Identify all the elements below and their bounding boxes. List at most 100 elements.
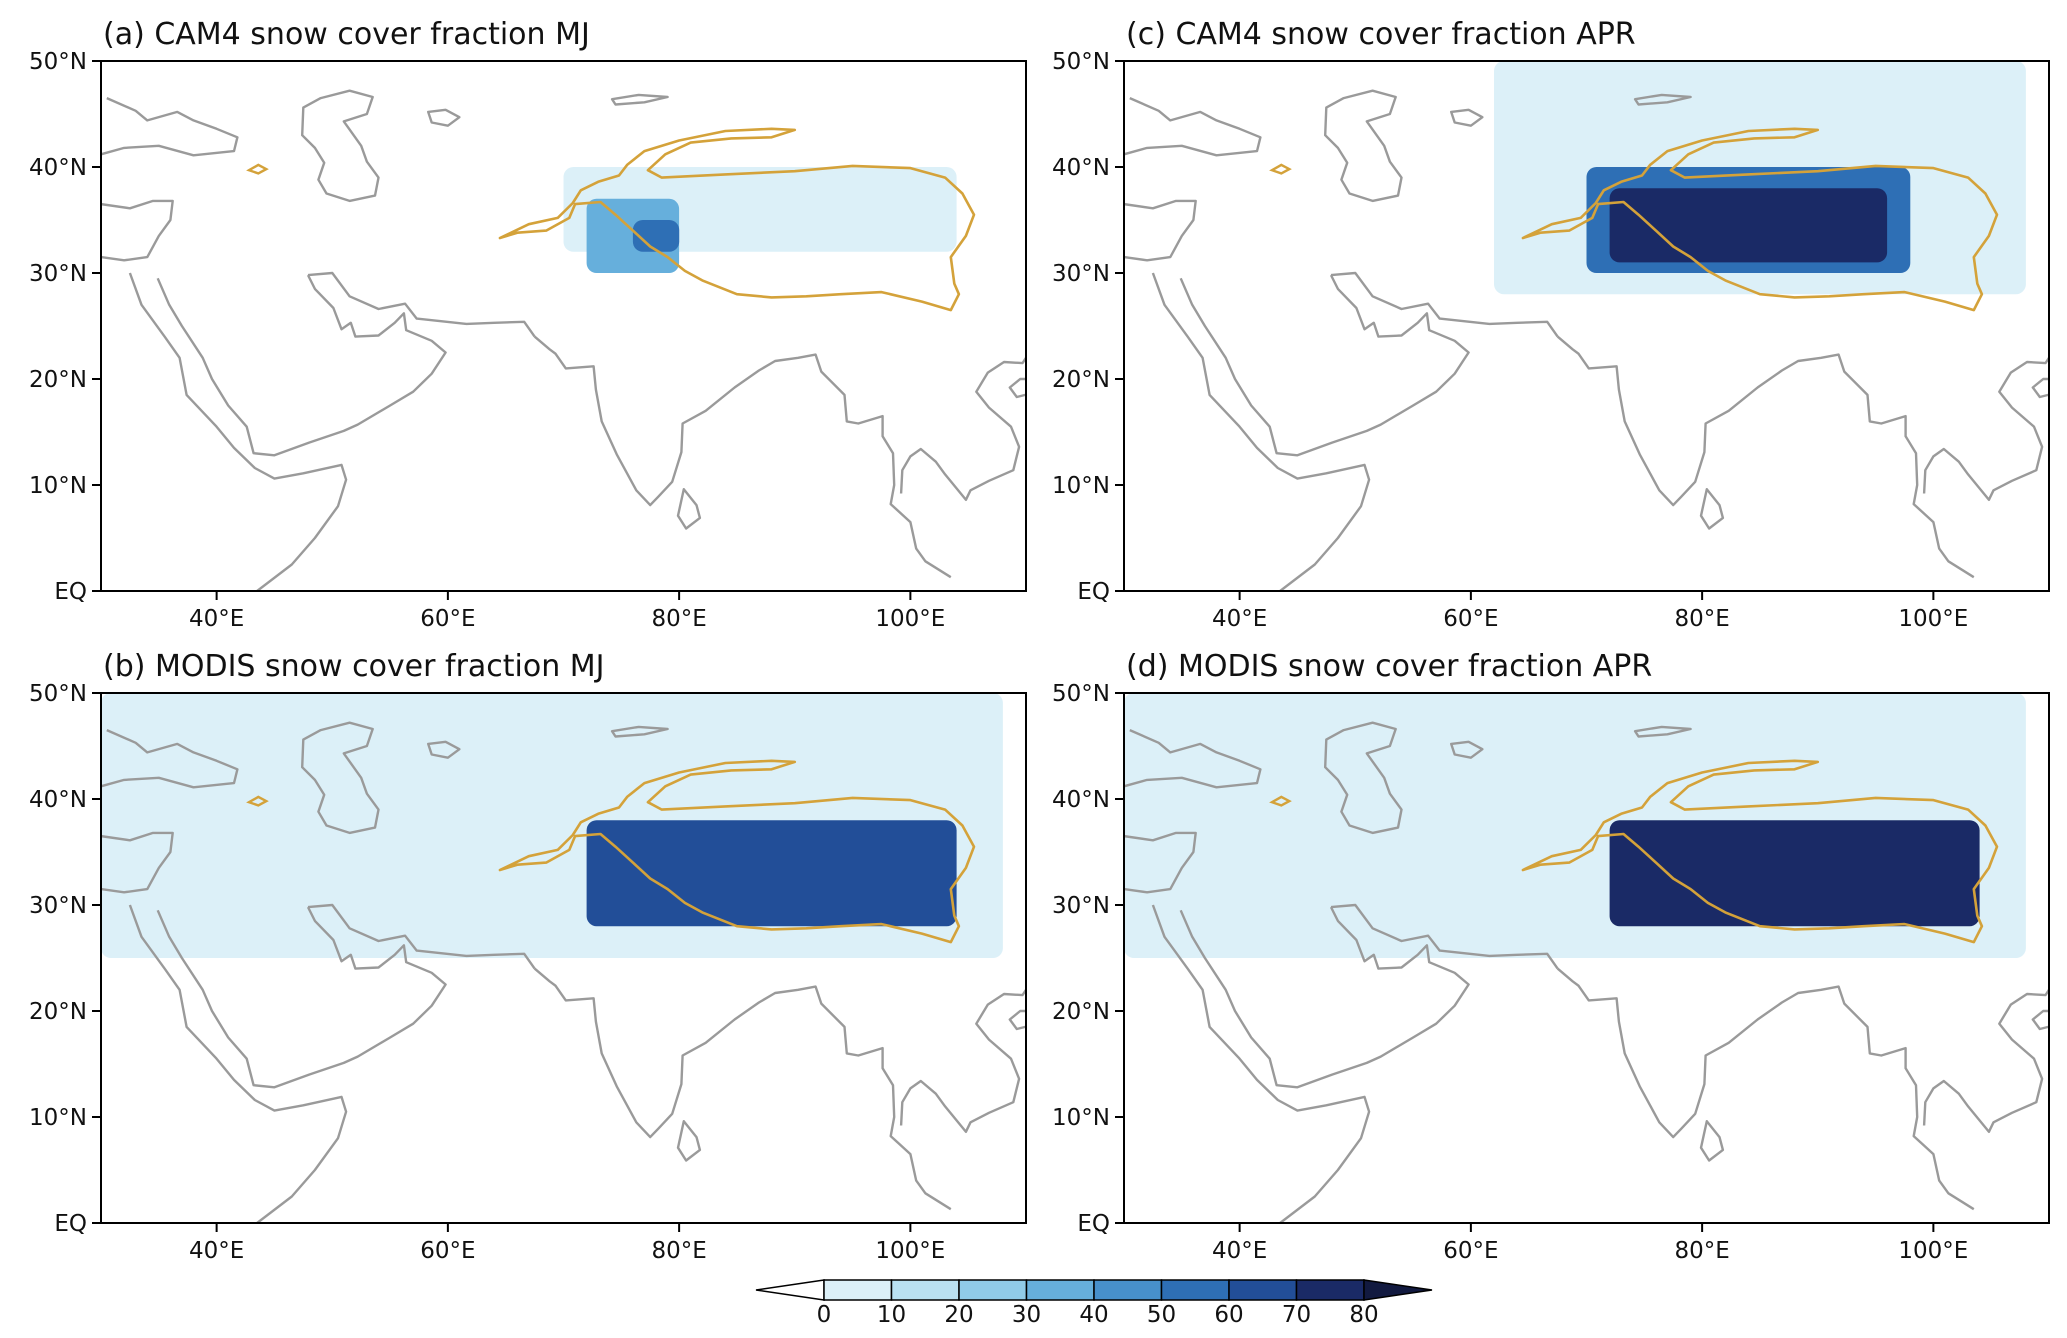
panel-b-sri-lanka: [676, 1120, 702, 1162]
panel-c-aral-sea-coast: [1450, 108, 1484, 127]
panel-c-arabian-peninsula: [1179, 274, 1470, 457]
colorbar-extend-high: [1363, 1279, 1433, 1301]
colorbar-extend-low: [755, 1279, 825, 1301]
panel-c-lake-balkhash: [1633, 93, 1692, 106]
panel-c: (c) CAM4 snow cover fraction APR 40°E 60°…: [1052, 17, 2050, 632]
panel-b-y-tick-label: 40°N: [29, 787, 87, 813]
panel-a-india-coast: [533, 335, 952, 579]
panel-a-small-contour: [246, 163, 269, 175]
panel-a-black-sea-coast: [101, 97, 239, 157]
colorbar-segment: [1228, 1279, 1298, 1301]
panel-d-small-contour: [1269, 795, 1292, 807]
panel-b-persian-gulf-iran: [307, 903, 536, 970]
panel-c-y-tick-label: 30°N: [1052, 261, 1110, 287]
panel-a-mediterranean-coast: [101, 199, 174, 262]
colorbar-tick-label: 40: [1079, 1302, 1108, 1328]
colorbar-segment: [1295, 1279, 1365, 1301]
colorbar-tick-label: 50: [1147, 1302, 1176, 1328]
panel-c-x-tick-label: 100°E: [1898, 606, 1968, 632]
colorbar-tick-label: 30: [1012, 1302, 1041, 1328]
panel-a-hainan: [1008, 377, 1026, 399]
panel-d-x-tick-label: 80°E: [1674, 1238, 1729, 1264]
panel-a-arabian-peninsula: [156, 274, 447, 457]
panel-b-plateau-contour: [498, 759, 976, 944]
colorbar: 0 10 20 30 40 50 60 70 80: [755, 1279, 1433, 1328]
panel-b-small-contour: [246, 795, 269, 807]
panel-b: (b) MODIS snow cover fraction MJ 40°E 60°…: [29, 649, 1027, 1264]
panel-a-x-tick-label: 80°E: [651, 606, 706, 632]
panel-b-x-tick-label: 40°E: [189, 1238, 244, 1264]
panel-b-frame: [100, 692, 1027, 1224]
panel-c-snow-area-2: [1609, 188, 1888, 263]
panel-a-lake-balkhash: [610, 93, 669, 106]
panel-b-map: 40°E 60°E 80°E 100°E EQ 10°N 20°N 30°N 40°N 50°N: [29, 681, 1027, 1264]
panel-c-y-tick-label: 10°N: [1052, 473, 1110, 499]
panel-d-x-tick-label: 100°E: [1898, 1238, 1968, 1264]
panel-b-aral-sea-coast: [427, 740, 461, 759]
panel-c-sri-lanka: [1699, 488, 1725, 530]
panel-a-title: (a) CAM4 snow cover fraction MJ: [103, 17, 590, 52]
colorbar-segment: [1093, 1279, 1163, 1301]
panel-c-y-tick-label: 20°N: [1052, 367, 1110, 393]
panel-b-mediterranean-coast: [101, 831, 174, 894]
panel-a-sri-lanka: [676, 488, 702, 530]
panel-b-y-tick-label: 20°N: [29, 999, 87, 1025]
panel-a-x-tick-label: 60°E: [420, 606, 475, 632]
panel-b-red-sea-africa: [128, 904, 348, 1223]
panel-a-y-tick-label: 30°N: [29, 261, 87, 287]
panel-d-lake-balkhash: [1633, 725, 1692, 738]
panel-c-black-sea-coast: [1124, 97, 1262, 157]
panel-a-y-tick-label: 10°N: [29, 473, 87, 499]
panel-c-persian-gulf-iran: [1330, 271, 1559, 338]
panel-a-y-tick-label: EQ: [54, 579, 87, 605]
panel-c-india-coast: [1556, 335, 1975, 579]
panel-c-x-tick-label: 80°E: [1674, 606, 1729, 632]
panel-d-y-tick-label: 30°N: [1052, 893, 1110, 919]
panel-b-gulf-of-thailand: [899, 989, 1026, 1133]
panel-c-y-tick-label: EQ: [1077, 579, 1110, 605]
panel-d-plateau-contour: [1521, 759, 1999, 944]
panel-d-sri-lanka: [1699, 1120, 1725, 1162]
panel-a-y-tick-label: 20°N: [29, 367, 87, 393]
panel-c-hainan: [2031, 377, 2049, 399]
panel-d-x-tick-label: 40°E: [1212, 1238, 1267, 1264]
panel-a-aral-sea-coast: [427, 108, 461, 127]
panel-a: (a) CAM4 snow cover fraction MJ 40°E 60°E…: [29, 17, 1027, 632]
panel-b-india-coast: [533, 967, 952, 1211]
panel-a-frame: [100, 60, 1027, 592]
colorbar-segment: [823, 1279, 893, 1301]
panel-a-snow-area-2: [632, 220, 680, 252]
panel-a-plateau-contour: [498, 127, 976, 312]
panel-d-y-tick-label: 20°N: [1052, 999, 1110, 1025]
colorbar-tick-label: 10: [877, 1302, 906, 1328]
panel-d-y-tick-label: EQ: [1077, 1211, 1110, 1237]
panel-d-snow-area-1: [1609, 820, 1980, 927]
panel-a-map: 40°E 60°E 80°E 100°E EQ 10°N 20°N 30°N 40°N 50°N: [29, 49, 1027, 632]
colorbar-segment: [958, 1279, 1028, 1301]
panel-b-snow-area-1: [586, 820, 957, 927]
panel-b-caspian-sea-coast: [301, 721, 380, 835]
panel-d-y-tick-label: 10°N: [1052, 1105, 1110, 1131]
panel-b-x-tick-label: 60°E: [420, 1238, 475, 1264]
panel-a-persian-gulf-iran: [307, 271, 536, 338]
colorbar-segment: [1025, 1279, 1095, 1301]
colorbar-tick-label: 0: [817, 1302, 832, 1328]
panel-a-red-sea-africa: [128, 272, 348, 591]
colorbar-tick-label: 70: [1282, 1302, 1311, 1328]
panel-b-y-tick-label: 30°N: [29, 893, 87, 919]
panel-c-plateau-contour: [1521, 127, 1999, 312]
panel-d-arabian-peninsula: [1179, 906, 1470, 1089]
panel-b-arabian-peninsula: [156, 906, 447, 1089]
colorbar-segment: [1160, 1279, 1230, 1301]
panel-c-y-tick-label: 40°N: [1052, 155, 1110, 181]
panel-d-mediterranean-coast: [1124, 831, 1197, 894]
panel-b-x-tick-label: 100°E: [875, 1238, 945, 1264]
panel-a-y-tick-label: 50°N: [29, 49, 87, 75]
panel-b-x-tick-label: 80°E: [651, 1238, 706, 1264]
panel-d-frame: [1123, 692, 2050, 1224]
panel-d-red-sea-africa: [1151, 904, 1371, 1223]
panel-a-y-tick-label: 40°N: [29, 155, 87, 181]
panel-d: (d) MODIS snow cover fraction APR 40°E 60…: [1052, 649, 2050, 1264]
panel-d-title: (d) MODIS snow cover fraction APR: [1126, 649, 1652, 684]
